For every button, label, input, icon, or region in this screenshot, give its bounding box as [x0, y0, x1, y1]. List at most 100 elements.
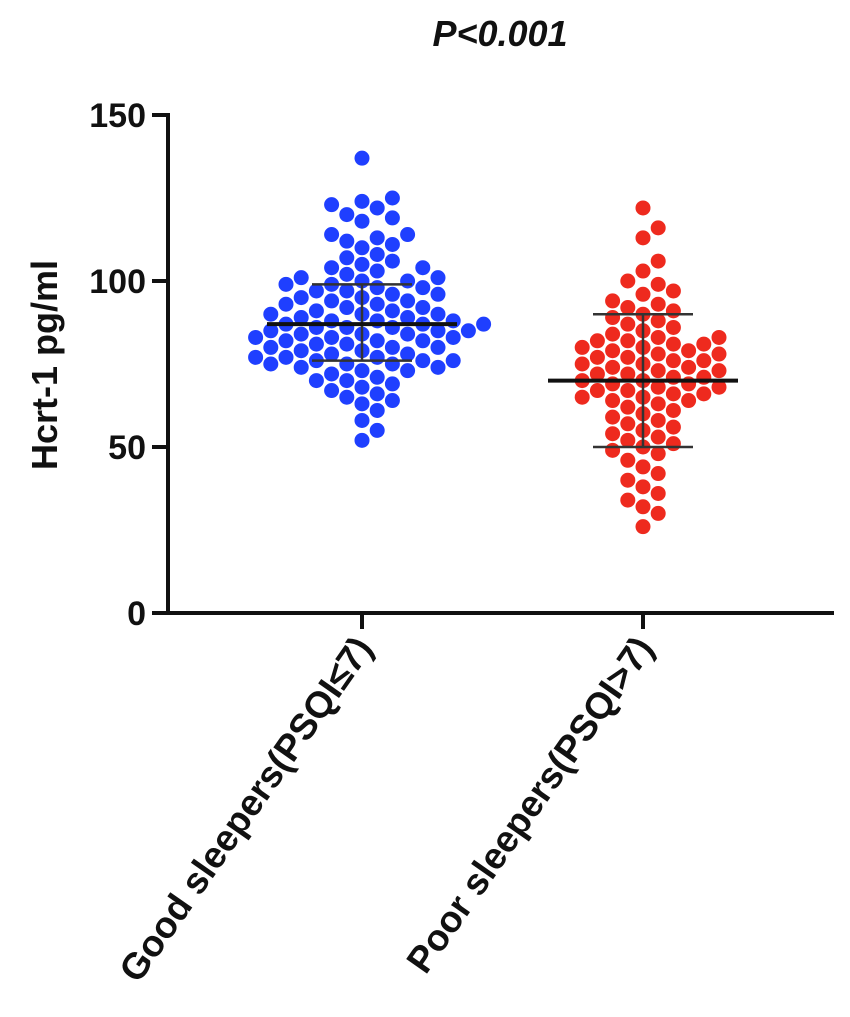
data-point [650, 313, 666, 329]
data-point [263, 339, 279, 355]
data-point [415, 300, 431, 316]
data-point [400, 310, 416, 326]
data-point [635, 499, 651, 515]
data-point [620, 333, 636, 349]
data-point [696, 353, 712, 369]
data-point [681, 343, 697, 359]
data-point [293, 343, 309, 359]
data-point [354, 379, 370, 395]
data-point [430, 359, 446, 375]
data-point [665, 419, 681, 435]
data-point [711, 329, 727, 345]
data-point [650, 412, 666, 428]
category-labels: Good sleepers(PSQI≤7) Poor sleepers(PSQI>… [111, 629, 661, 989]
data-point [400, 346, 416, 362]
data-point [605, 343, 621, 359]
data-point [354, 256, 370, 272]
data-point [354, 432, 370, 448]
data-point [369, 386, 385, 402]
data-point [711, 363, 727, 379]
data-point [665, 386, 681, 402]
data-point [574, 339, 590, 355]
data-point [589, 333, 605, 349]
data-point [384, 339, 400, 355]
data-point [650, 329, 666, 345]
data-point [263, 356, 279, 372]
data-point [650, 346, 666, 362]
data-point [354, 396, 370, 412]
data-point [248, 329, 264, 345]
data-point [650, 446, 666, 462]
data-point [445, 329, 461, 345]
data-point [650, 505, 666, 521]
data-point [665, 436, 681, 452]
data-point [293, 310, 309, 326]
data-point [589, 366, 605, 382]
data-point [324, 366, 340, 382]
data-point [339, 336, 355, 352]
data-point [339, 266, 355, 282]
data-point [681, 393, 697, 409]
data-point [324, 197, 340, 213]
data-point [324, 293, 340, 309]
data-point [635, 200, 651, 216]
data-point [589, 383, 605, 399]
data-point [650, 296, 666, 312]
data-point [354, 150, 370, 166]
data-point [384, 210, 400, 226]
data-point [430, 306, 446, 322]
data-point [635, 230, 651, 246]
data-point [620, 366, 636, 382]
data-point [574, 356, 590, 372]
data-point [354, 363, 370, 379]
data-point [369, 263, 385, 279]
data-point [711, 379, 727, 395]
data-point [308, 336, 324, 352]
data-point [369, 422, 385, 438]
data-point [400, 227, 416, 243]
data-point [339, 233, 355, 249]
data-point [369, 402, 385, 418]
data-point [400, 326, 416, 342]
data-point [665, 336, 681, 352]
data-point [400, 293, 416, 309]
data-point [384, 286, 400, 302]
data-point [620, 452, 636, 468]
data-point [293, 290, 309, 306]
data-point [293, 270, 309, 286]
data-point [324, 346, 340, 362]
data-point [620, 300, 636, 316]
data-point [339, 207, 355, 223]
data-point [324, 383, 340, 399]
data-point [635, 519, 651, 535]
data-point [278, 349, 294, 365]
data-point [620, 416, 636, 432]
summary-bars [267, 283, 738, 449]
data-point [369, 246, 385, 262]
data-point [339, 389, 355, 405]
data-point [665, 283, 681, 299]
data-point [650, 429, 666, 445]
data-point [605, 393, 621, 409]
data-point [415, 333, 431, 349]
data-point [369, 280, 385, 296]
data-point [278, 333, 294, 349]
data-point [650, 363, 666, 379]
data-point [339, 300, 355, 316]
y-tick-label: 0 [127, 595, 146, 633]
data-point [369, 296, 385, 312]
data-point [711, 346, 727, 362]
data-point [605, 442, 621, 458]
data-point [620, 383, 636, 399]
data-point [665, 303, 681, 319]
data-point [415, 260, 431, 276]
y-axis-title: Hcrt-1 pg/ml [24, 260, 65, 470]
x-category-label: Poor sleepers(PSQI>7) [399, 629, 662, 980]
data-point [574, 389, 590, 405]
data-point [430, 270, 446, 286]
data-point [665, 402, 681, 418]
data-point [635, 263, 651, 279]
data-point [650, 220, 666, 236]
data-point [696, 386, 712, 402]
